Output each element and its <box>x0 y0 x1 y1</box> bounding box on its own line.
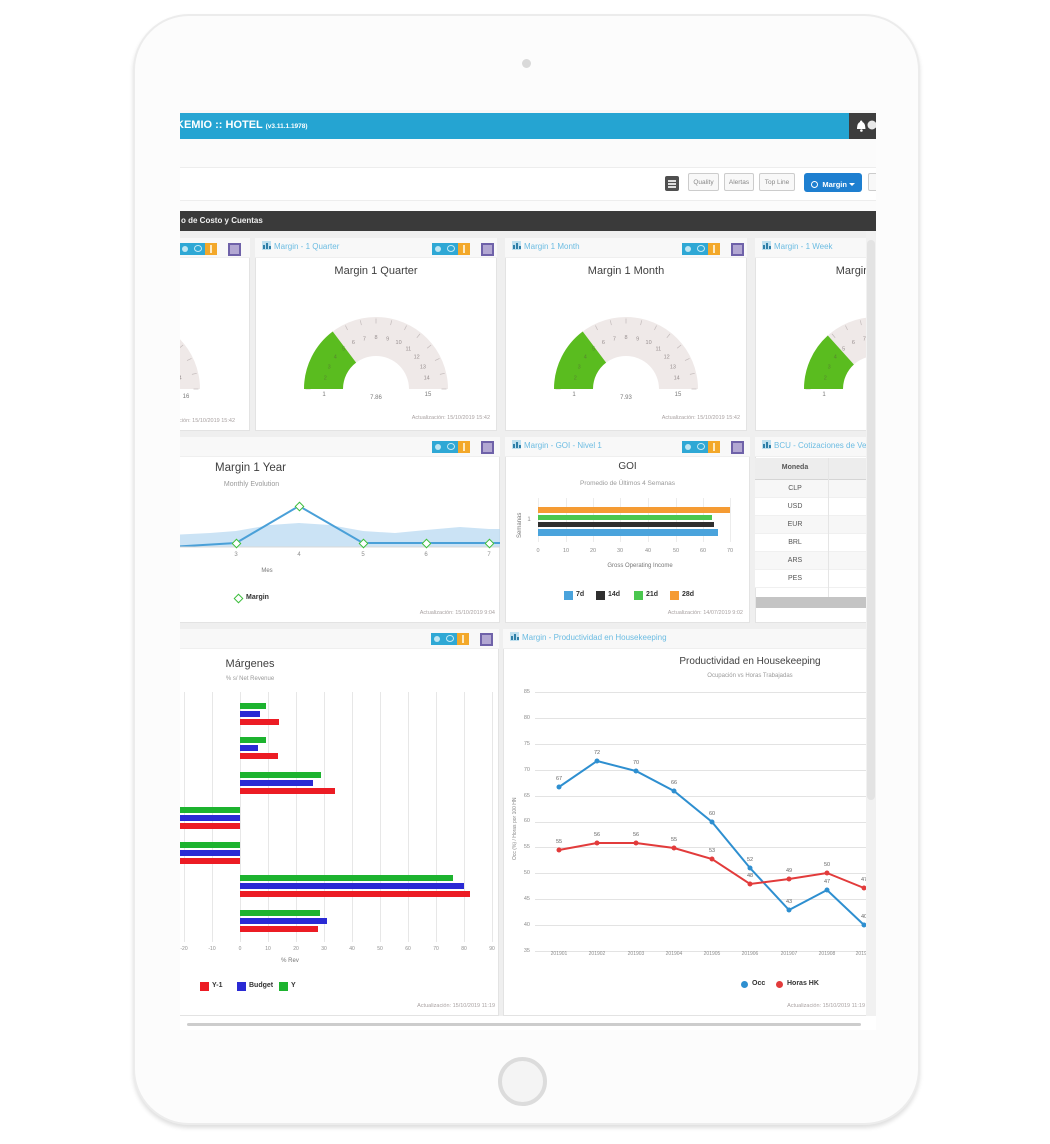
svg-text:14: 14 <box>674 375 680 381</box>
svg-text:2: 2 <box>324 375 327 381</box>
svg-text:12: 12 <box>664 355 670 361</box>
svg-text:10: 10 <box>646 340 652 346</box>
svg-text:5: 5 <box>842 346 845 352</box>
svg-text:6: 6 <box>602 340 605 346</box>
svg-text:2: 2 <box>824 375 827 381</box>
svg-text:7: 7 <box>863 336 866 342</box>
svg-text:12: 12 <box>414 355 420 361</box>
svg-text:4: 4 <box>334 355 337 361</box>
svg-text:3: 3 <box>328 364 331 370</box>
svg-text:6: 6 <box>352 340 355 346</box>
svg-text:3: 3 <box>578 364 581 370</box>
svg-text:11: 11 <box>656 346 662 352</box>
svg-text:8: 8 <box>624 335 627 341</box>
svg-text:4: 4 <box>584 355 587 361</box>
svg-text:2: 2 <box>574 375 577 381</box>
svg-text:4: 4 <box>834 355 837 361</box>
svg-text:6: 6 <box>852 340 855 346</box>
svg-text:13: 13 <box>670 364 676 370</box>
svg-text:11: 11 <box>406 346 412 352</box>
svg-text:9: 9 <box>386 336 389 342</box>
svg-text:14: 14 <box>424 375 430 381</box>
svg-text:8: 8 <box>374 335 377 341</box>
svg-text:7: 7 <box>363 336 366 342</box>
svg-text:5: 5 <box>592 346 595 352</box>
svg-text:3: 3 <box>828 364 831 370</box>
svg-text:13: 13 <box>420 364 426 370</box>
svg-text:7: 7 <box>613 336 616 342</box>
svg-text:5: 5 <box>342 346 345 352</box>
svg-text:9: 9 <box>636 336 639 342</box>
svg-text:10: 10 <box>396 340 402 346</box>
svg-text:14: 14 <box>180 375 182 381</box>
